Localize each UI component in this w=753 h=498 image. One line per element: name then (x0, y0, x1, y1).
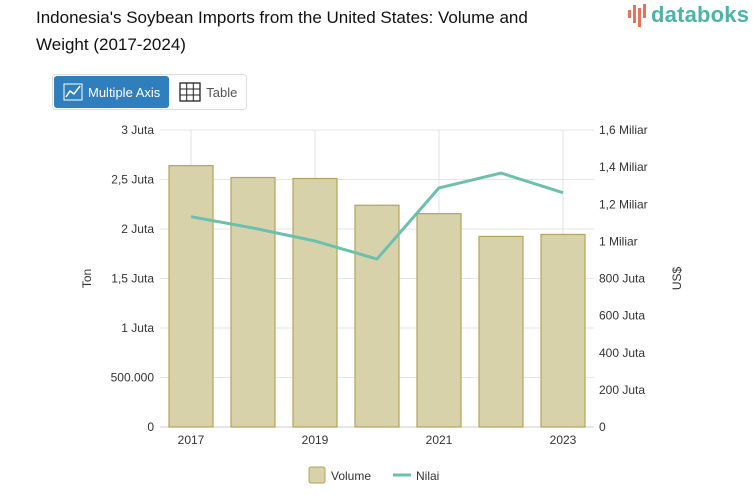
bar-volume-2017 (168, 165, 214, 428)
table-icon (179, 82, 201, 102)
databoks-logo: databoks (627, 2, 749, 28)
legend-nilai-label: Nilai (416, 469, 439, 483)
x-tick-label: 2023 (550, 433, 577, 447)
y-right-tick-label: 800 Juta (599, 272, 645, 286)
y-left-tick-label: 2,5 Juta (111, 173, 154, 187)
bar-volume-2019 (292, 177, 338, 428)
logo-bars-icon (628, 4, 646, 27)
x-tick-label: 2021 (426, 433, 453, 447)
y-left-tick-label: 1 Juta (121, 321, 154, 335)
y-left-axis-label: Ton (80, 269, 94, 288)
y-left-tick-label: 500.000 (111, 371, 155, 385)
multiple-axis-label: Multiple Axis (88, 84, 161, 100)
chart-icon (63, 83, 83, 101)
line-nilai (190, 171, 564, 261)
bar-volume-2021 (416, 213, 462, 428)
y-right-tick-label: 1,4 Miliar (599, 160, 648, 174)
y-right-tick-label: 1,2 Miliar (599, 197, 648, 211)
y-right-tick-label: 200 Juta (599, 383, 645, 397)
y-right-tick-label: 600 Juta (599, 309, 645, 323)
legend-volume-label: Volume (331, 469, 371, 483)
y-right-tick-label: 1,6 Miliar (599, 123, 648, 137)
y-right-tick-label: 400 Juta (599, 346, 645, 360)
y-left-tick-label: 3 Juta (121, 123, 154, 137)
y-right-tick-label: 0 (599, 420, 606, 434)
bar-volume-2022 (478, 235, 524, 428)
y-left-tick-label: 0 (147, 420, 154, 434)
table-button[interactable]: Table (170, 75, 246, 109)
x-tick-label: 2019 (302, 433, 329, 447)
y-left-tick-label: 2 Juta (121, 222, 154, 236)
legend-volume-swatch (308, 466, 326, 484)
bar-volume-2020 (354, 204, 400, 428)
table-label: Table (206, 84, 238, 100)
chart-title: Indonesia's Soybean Imports from the Uni… (36, 8, 528, 54)
x-tick-label: 2017 (178, 433, 205, 447)
y-right-tick-label: 1 Miliar (599, 234, 638, 248)
bar-volume-2023 (540, 233, 586, 428)
y-left-tick-label: 1,5 Juta (111, 272, 154, 286)
logo-text: databoks (651, 2, 750, 27)
bar-volume-2018 (230, 176, 276, 428)
y-right-axis-label: US$ (670, 267, 684, 291)
multiple-axis-button[interactable]: Multiple Axis (54, 76, 170, 108)
view-toggle: Multiple Axis Table (52, 74, 248, 110)
